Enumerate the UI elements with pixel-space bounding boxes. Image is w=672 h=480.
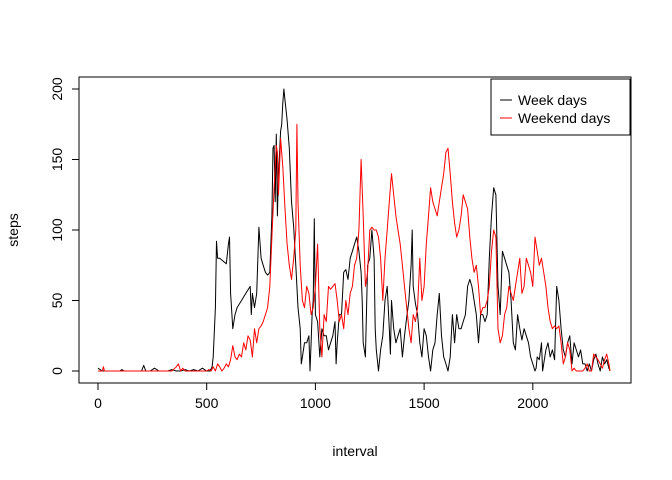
y-axis-title: steps xyxy=(5,213,21,246)
x-axis-title: interval xyxy=(332,443,377,459)
x-tick-label: 1500 xyxy=(409,395,440,411)
y-tick-label: 0 xyxy=(49,367,65,375)
series-line-week-days xyxy=(97,88,611,372)
series-layer xyxy=(97,88,611,372)
y-tick-label: 150 xyxy=(49,148,65,172)
y-tick-label: 50 xyxy=(49,293,65,309)
legend-label-week-days: Week days xyxy=(518,92,587,108)
x-tick-label: 0 xyxy=(94,395,102,411)
legend-label-weekend-days: Weekend days xyxy=(518,110,610,126)
y-tick-label: 200 xyxy=(49,77,65,101)
series-line-weekend-days xyxy=(98,123,611,372)
x-axis: 0 500 1000 1500 2000 xyxy=(94,382,549,411)
x-tick-label: 2000 xyxy=(517,395,548,411)
y-axis: 0 50 100 150 200 xyxy=(49,77,80,375)
legend-box xyxy=(490,78,631,136)
x-tick-label: 500 xyxy=(195,395,219,411)
x-tick-label: 1000 xyxy=(300,395,331,411)
legend: Week days Weekend days xyxy=(490,78,631,136)
y-tick-label: 100 xyxy=(49,218,65,242)
